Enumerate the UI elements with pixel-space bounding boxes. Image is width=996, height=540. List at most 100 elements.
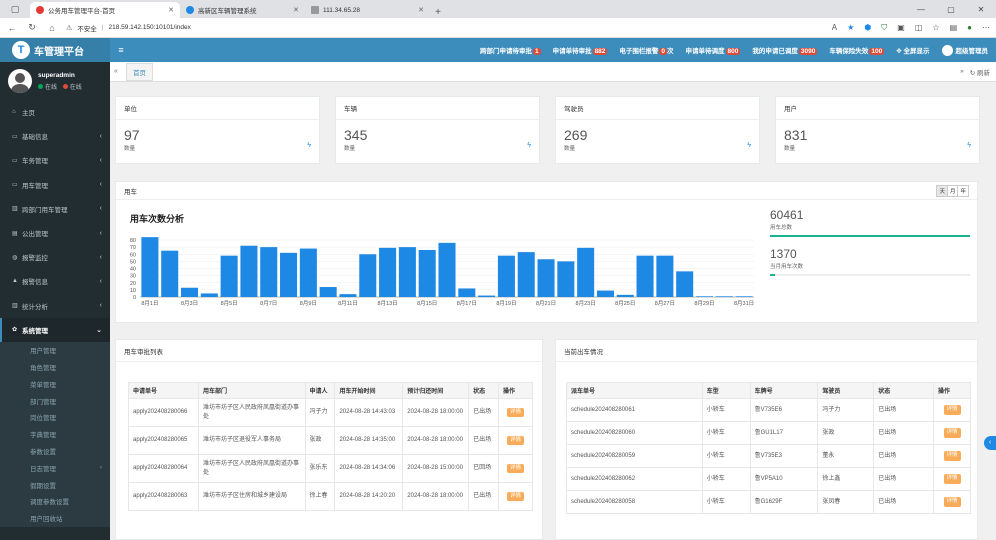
month-usage-value: 1370 <box>770 247 797 261</box>
x-tick-label: 8月9日 <box>300 300 317 307</box>
sidebar-item-1[interactable]: ▭ 基础信息 ‹ <box>0 124 110 148</box>
cell-id: schedule202408280061 <box>566 398 703 422</box>
submenu-item-6[interactable]: 参数设置 <box>0 443 110 460</box>
sidebar-item-7[interactable]: ▲ 报警信息 ‹ <box>0 269 110 293</box>
url-field[interactable]: ⚠ 不安全 | 218.59.142.150:10101/index <box>66 24 191 33</box>
detail-button[interactable]: 详情 <box>943 474 961 484</box>
submenu-item-2[interactable]: 菜单管理 <box>0 375 110 392</box>
sidebar-item-4[interactable]: ▥ 跨部门用车管理 ‹ <box>0 197 110 221</box>
extension-icon[interactable]: ⬢ <box>864 23 872 32</box>
notice-fence-alarm[interactable]: 电子围栏报警 0 次 <box>619 48 674 55</box>
cell-driver: 董永 <box>817 444 875 468</box>
submenu-item-5[interactable]: 字典管理 <box>0 426 110 443</box>
collections-icon[interactable]: ▤ <box>949 23 958 32</box>
tab-home[interactable]: 首页 <box>126 62 153 81</box>
read-aloud-icon[interactable]: A <box>831 23 838 32</box>
detail-button[interactable]: 详情 <box>507 463 525 474</box>
x-tick-label: 8月31日 <box>734 300 754 307</box>
chevron-icon: ‹ <box>99 464 102 472</box>
close-window-icon[interactable]: ✕ <box>977 4 985 14</box>
tab-actions-icon[interactable]: ▢ <box>10 3 20 14</box>
extension-icon[interactable]: ▣ <box>897 23 905 32</box>
tabs-next-icon[interactable]: » <box>960 68 964 75</box>
sidebar-item-9[interactable]: ✿ 系统管理 ⌄ <box>0 317 110 342</box>
close-tab-icon[interactable]: ✕ <box>418 7 424 14</box>
sidebar-item-8[interactable]: ▥ 统计分析 ‹ <box>0 294 110 318</box>
sidebar-item-2[interactable]: ▭ 车务管理 ‹ <box>0 148 110 172</box>
favorites-icon[interactable]: ☆ <box>932 23 940 32</box>
user-menu[interactable]: 超级管理员 <box>941 44 988 56</box>
submenu-item-label: 用户回收站 <box>30 516 63 524</box>
refresh-button[interactable]: ↻ 刷新 <box>969 69 990 77</box>
app-title: 车管理平台 <box>34 46 84 58</box>
notice-cross-dept[interactable]: 跨部门申请待审批 1 <box>479 48 541 55</box>
notice-pending-approval[interactable]: 申请单待审批 882 <box>552 48 608 55</box>
split-screen-icon[interactable]: ◫ <box>914 23 923 32</box>
profile-icon[interactable]: ● <box>967 23 972 32</box>
detail-button[interactable]: 详情 <box>507 407 525 418</box>
favorite-star-icon[interactable]: ★ <box>847 23 855 32</box>
submenu-item-8[interactable]: 假期设置 <box>0 476 110 493</box>
app-logo[interactable]: T 车管理平台 <box>0 38 110 62</box>
cell-id: schedule202408280059 <box>566 444 703 468</box>
detail-button[interactable]: 详情 <box>507 491 525 502</box>
sidebar-item-3[interactable]: ▭ 用车管理 ‹ <box>0 173 110 197</box>
detail-button[interactable]: 详情 <box>943 451 961 461</box>
column-header: 申请人 <box>304 382 336 399</box>
bar-8月18日 <box>478 295 496 297</box>
bar-8月24日 <box>596 290 614 297</box>
period-year-button[interactable]: 年 <box>957 184 969 197</box>
minimize-icon[interactable]: — <box>917 4 925 14</box>
shield-icon[interactable]: ⛉ <box>881 22 888 32</box>
detail-button[interactable]: 详情 <box>943 428 961 438</box>
submenu-item-7[interactable]: 日志管理 ‹ <box>0 459 110 476</box>
submenu-item-3[interactable]: 部门管理 <box>0 392 110 409</box>
user-panel: superadmin 在线 在线 <box>0 62 110 100</box>
bar-8月12日 <box>359 254 377 297</box>
back-icon[interactable]: ← <box>7 22 17 33</box>
collapse-side-button[interactable]: ‹ <box>984 436 996 450</box>
new-tab-icon[interactable]: + <box>435 7 441 18</box>
insecure-label: 不安全 <box>77 25 97 33</box>
sidebar-item-5[interactable]: ▤ 公出管理 ‹ <box>0 221 110 245</box>
browser-tab-1[interactable]: 高新区车辆管理系统 ✕ <box>180 2 305 18</box>
submenu-item-4[interactable]: 岗位管理 <box>0 409 110 426</box>
detail-button[interactable]: 详情 <box>943 497 961 507</box>
bar-8月17日 <box>458 288 476 297</box>
fullscreen-button[interactable]: ✥ 全屏显示 <box>896 48 930 55</box>
maximize-icon[interactable]: ▢ <box>947 4 955 14</box>
logo-icon: T <box>12 41 30 59</box>
submenu-item-0[interactable]: 用户管理 <box>0 342 110 359</box>
home-icon[interactable]: ⌂ <box>49 22 55 33</box>
menu-toggle-icon[interactable]: ≡ <box>118 45 124 55</box>
sidebar-item-label: 统计分析 <box>22 303 48 311</box>
sidebar-item-6[interactable]: ◍ 报警监控 ‹ <box>0 245 110 269</box>
chevron-icon: ‹ <box>99 277 102 285</box>
bar-8月26日 <box>636 255 654 297</box>
close-tab-icon[interactable]: ✕ <box>293 7 299 14</box>
cell-action: 详情 <box>933 421 971 445</box>
browser-tab-0[interactable]: 公务用车管理平台-首页 ✕ <box>30 2 180 18</box>
table-row: apply202408280066 潍坊市坊子区人民政府凤凰街道办事处 冯子力 202… <box>128 398 533 427</box>
notice-insurance-expired[interactable]: 车辆保险失效 100 <box>829 48 885 55</box>
table-row: apply202408280064 潍坊市坊子区人民政府凤凰街道办事处 张乐东 202… <box>128 454 533 483</box>
notice-my-dispatched[interactable]: 我的申请已调度 3090 <box>752 48 818 55</box>
detail-button[interactable]: 详情 <box>507 435 525 446</box>
tabs-prev-icon[interactable]: « <box>114 68 118 75</box>
sidebar-item-0[interactable]: ⌂ 主页 <box>0 100 110 124</box>
dispatch-title: 当前出车情况 <box>556 340 977 362</box>
submenu-item-10[interactable]: 用户回收站 <box>0 510 110 527</box>
more-icon[interactable]: ⋯ <box>982 23 990 32</box>
detail-button[interactable]: 详情 <box>943 405 961 415</box>
submenu-item-9[interactable]: 调度参数设置 <box>0 493 110 510</box>
cell-dept: 潍坊市坊子区人民政府凤凰街道办事处 <box>197 454 306 483</box>
reload-icon[interactable]: ↻ <box>28 22 36 32</box>
notice-pending-dispatch[interactable]: 申请单待调度 800 <box>685 48 741 55</box>
close-tab-icon[interactable]: ✕ <box>168 7 174 14</box>
browser-tab-2[interactable]: 111.34.65.28 ✕ <box>305 2 430 18</box>
stat-value: 831 <box>784 127 808 143</box>
cell-action: 详情 <box>933 398 971 422</box>
submenu-item-label: 字典管理 <box>30 432 56 440</box>
y-tick-label: 0 <box>133 295 136 301</box>
submenu-item-1[interactable]: 角色管理 <box>0 359 110 376</box>
